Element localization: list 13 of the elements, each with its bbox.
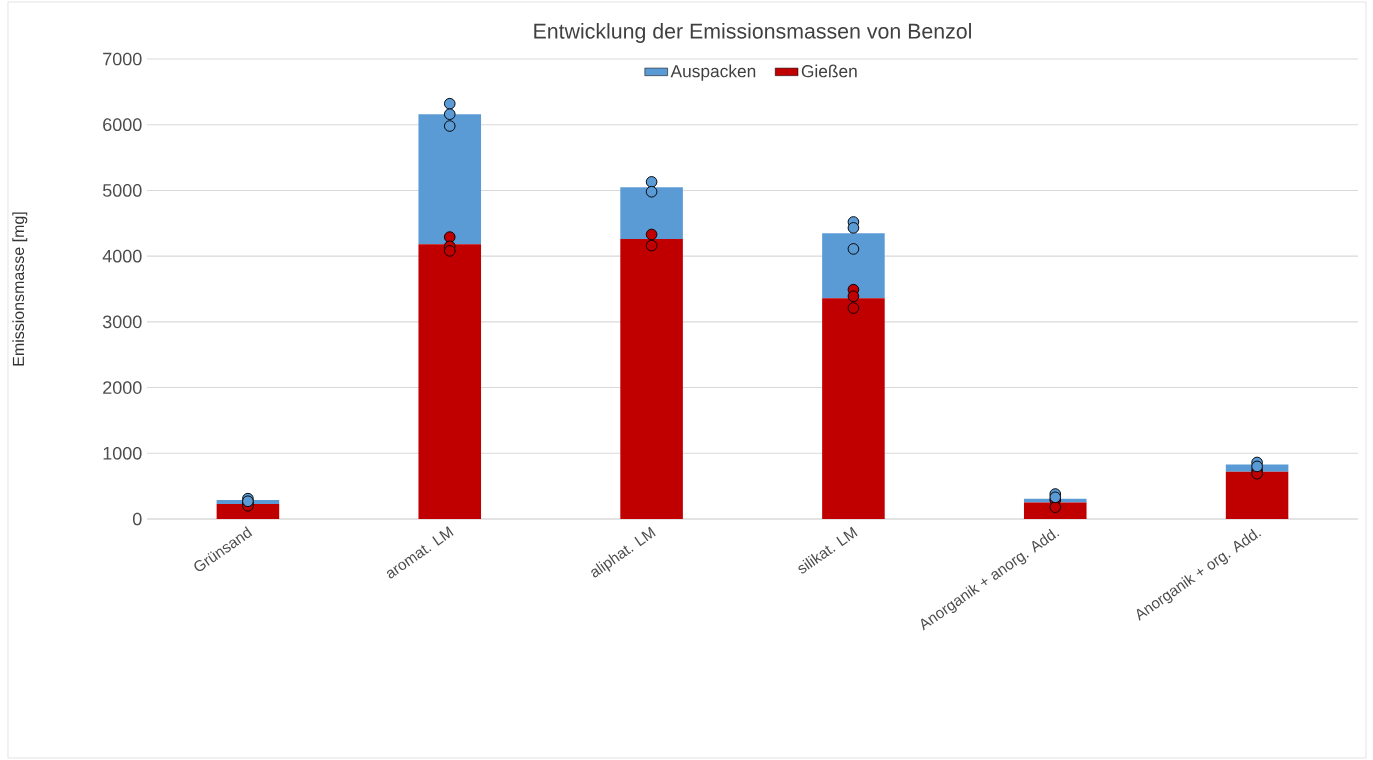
y-tick-label: 3000 bbox=[102, 315, 142, 329]
y-tick-label: 1000 bbox=[103, 446, 142, 460]
legend-label: Auspacken bbox=[670, 64, 756, 81]
y-axis-title: Emissionsmasse [mg] bbox=[12, 212, 28, 366]
y-tick-label: 4000 bbox=[102, 249, 142, 263]
y-tick-label: 5000 bbox=[102, 184, 142, 197]
y-tick-label: 2000 bbox=[103, 381, 142, 394]
chart-title: Entwicklung der Emissionsmassen von Benzol bbox=[534, 23, 971, 43]
y-tick-label: 0 bbox=[132, 512, 142, 526]
y-tick-label: 6000 bbox=[103, 118, 142, 132]
y-tick-label: 7000 bbox=[103, 52, 142, 66]
bar bbox=[216, 503, 280, 519]
legend-label: Gießen bbox=[801, 64, 857, 78]
